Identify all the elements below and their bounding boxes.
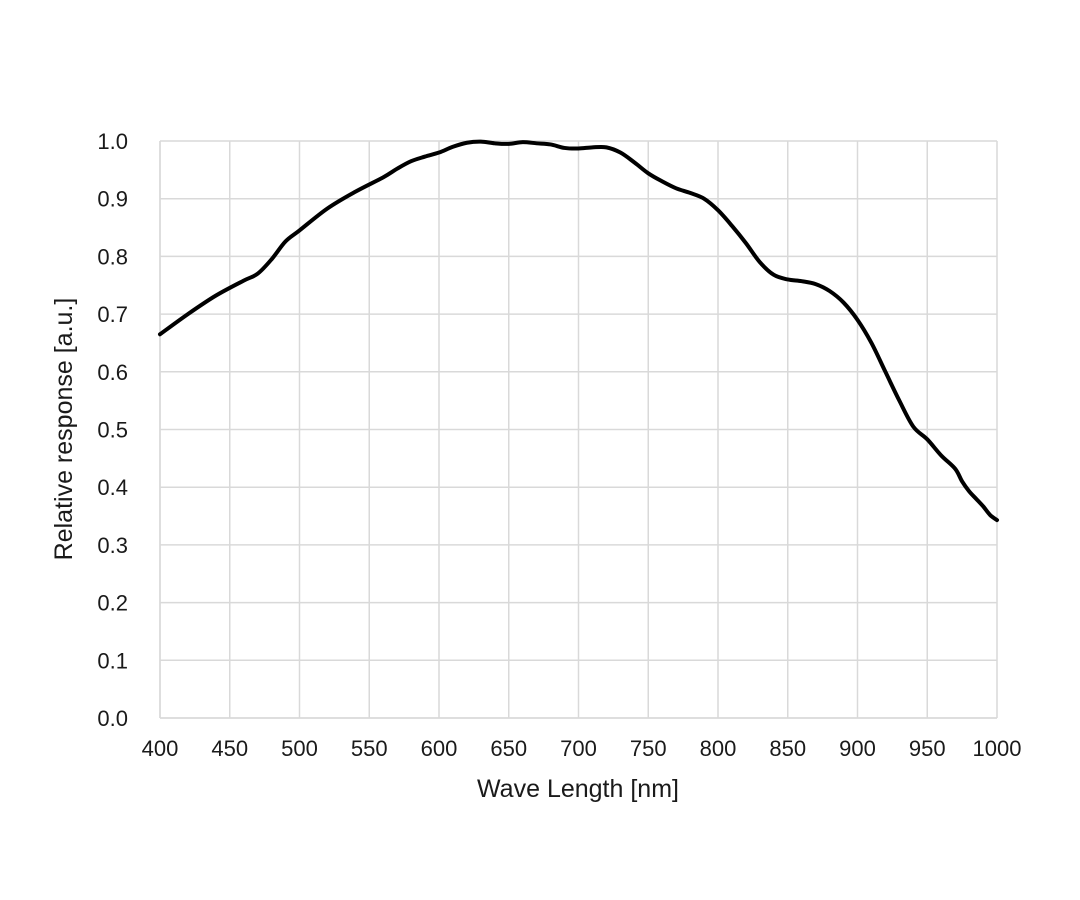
x-tick-label: 600 xyxy=(421,736,458,761)
y-tick-label: 0.8 xyxy=(97,244,128,269)
x-tick-label: 500 xyxy=(281,736,318,761)
y-tick-label: 0.1 xyxy=(97,648,128,673)
x-tick-label: 550 xyxy=(351,736,388,761)
x-tick-label: 1000 xyxy=(973,736,1022,761)
y-tick-label: 0.6 xyxy=(97,360,128,385)
y-tick-label: 1.0 xyxy=(97,129,128,154)
y-tick-label: 0.4 xyxy=(97,475,128,500)
response-curve-series xyxy=(158,139,999,523)
axes xyxy=(159,141,997,719)
x-tick-label: 400 xyxy=(142,736,179,761)
x-axis-label: Wave Length [nm] xyxy=(477,775,679,803)
tick-labels: 400 450 500 550 600 650 700 750 800 850 900 950 1000… xyxy=(97,129,1021,761)
grid xyxy=(159,140,998,719)
y-tick-label: 0.0 xyxy=(97,706,128,731)
x-tick-label: 900 xyxy=(839,736,876,761)
y-tick-label: 0.2 xyxy=(97,591,128,616)
y-tick-label: 0.7 xyxy=(97,302,128,327)
x-tick-label: 750 xyxy=(630,736,667,761)
x-tick-label: 950 xyxy=(909,736,946,761)
x-tick-label: 650 xyxy=(490,736,527,761)
x-tick-label: 850 xyxy=(769,736,806,761)
y-tick-label: 0.3 xyxy=(97,533,128,558)
x-tick-label: 700 xyxy=(560,736,597,761)
y-axis-label: Relative response [a.u.] xyxy=(50,298,78,561)
series-layer xyxy=(158,139,999,523)
x-tick-label: 450 xyxy=(211,736,248,761)
x-tick-label: 800 xyxy=(700,736,737,761)
y-tick-label: 0.5 xyxy=(97,418,128,443)
y-tick-label: 0.9 xyxy=(97,187,128,212)
